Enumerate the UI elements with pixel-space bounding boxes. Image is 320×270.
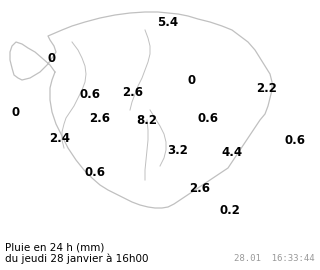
Text: du jeudi 28 janvier à 16h00: du jeudi 28 janvier à 16h00	[5, 254, 148, 265]
Text: 0.6: 0.6	[197, 112, 219, 124]
Text: 2.6: 2.6	[123, 86, 143, 99]
Text: 8.2: 8.2	[137, 113, 157, 127]
Text: 4.4: 4.4	[221, 146, 243, 158]
Text: 2.6: 2.6	[90, 112, 110, 124]
Text: 0: 0	[48, 52, 56, 65]
Text: 0: 0	[12, 106, 20, 119]
Text: 28.01  16:33:44: 28.01 16:33:44	[234, 254, 315, 263]
Text: 2.4: 2.4	[50, 131, 70, 144]
Text: 0: 0	[188, 73, 196, 86]
Text: 3.2: 3.2	[168, 143, 188, 157]
Text: 5.4: 5.4	[157, 15, 179, 29]
Text: 0.6: 0.6	[84, 166, 106, 178]
Text: 0.6: 0.6	[284, 133, 306, 147]
Text: 2.6: 2.6	[189, 181, 211, 194]
Text: Pluie en 24 h (mm): Pluie en 24 h (mm)	[5, 242, 104, 252]
Text: 0.6: 0.6	[79, 89, 100, 102]
Text: 0.2: 0.2	[220, 204, 240, 217]
Text: 2.2: 2.2	[257, 82, 277, 94]
